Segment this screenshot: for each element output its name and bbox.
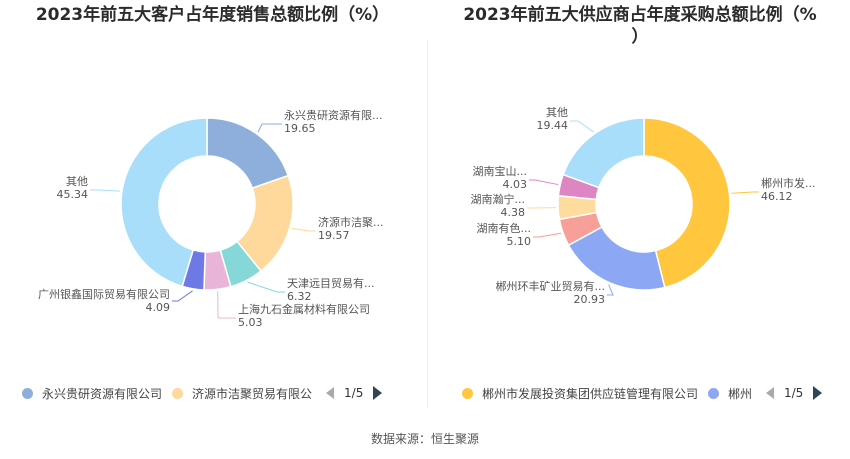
- chart-title-right: 2023年前五大供应商占年度采购总额比例（% ）: [440, 4, 840, 48]
- slice-value: 45.34: [57, 188, 89, 201]
- legend-pager: 1/5: [326, 386, 383, 400]
- legend-items: 郴州市发展投资集团供应链管理有限公司 郴州: [462, 385, 762, 402]
- chart-divider: [427, 40, 428, 408]
- chart-title-right-line2: ）: [631, 27, 649, 47]
- slice-value: 20.93: [574, 293, 606, 306]
- leader-line: [529, 179, 559, 186]
- leader-line: [90, 189, 120, 192]
- slice-value: 6.32: [287, 290, 312, 303]
- leader-line: [217, 291, 236, 319]
- legend-item[interactable]: 郴州: [708, 385, 752, 402]
- donut-slice[interactable]: [120, 117, 208, 288]
- slice-label: 湖南有色...: [477, 221, 532, 235]
- legend-label: 郴州市发展投资集团供应链管理有限公司: [482, 386, 699, 401]
- slice-label: 郴州环丰矿业贸易有...: [496, 279, 606, 293]
- legend-item[interactable]: 郴州市发展投资集团供应链管理有限公司: [462, 385, 698, 402]
- legend-pager: 1/5: [766, 386, 823, 400]
- legend-item[interactable]: 济源市洁聚贸易有限公: [172, 385, 312, 402]
- donut-chart-customers: 永兴贵研资源有限...19.65 济源市洁聚...19.57 天津远目贸易有...6…: [38, 108, 384, 329]
- donut-slice[interactable]: [562, 117, 645, 189]
- slice-value: 4.09: [146, 301, 171, 314]
- legend-items: 永兴贵研资源有限公司 济源市洁聚贸易有限公: [22, 385, 322, 402]
- slice-value: 5.03: [238, 316, 263, 329]
- slice-value: 19.65: [284, 122, 316, 135]
- slice-label: 郴州市发...: [761, 176, 816, 190]
- leader-line: [172, 290, 193, 302]
- legend-page-number: 1/5: [344, 386, 364, 400]
- donut-slice[interactable]: [643, 117, 731, 289]
- slice-label: 永兴贵研资源有限...: [284, 108, 383, 122]
- legend-marker: [708, 387, 720, 399]
- slice-value: 5.10: [507, 235, 532, 248]
- legend-label: 郴州: [728, 386, 753, 401]
- slice-label: 济源市洁聚...: [318, 215, 384, 229]
- chart-title-right-line1: 2023年前五大供应商占年度采购总额比例（%: [463, 5, 817, 25]
- prev-page-icon[interactable]: [326, 387, 335, 399]
- data-source: 数据来源：恒生聚源: [370, 432, 479, 446]
- leader-line: [607, 284, 614, 296]
- slice-value: 46.12: [761, 190, 793, 203]
- legend-suppliers: 郴州市发展投资集团供应链管理有限公司 郴州 1/5: [462, 383, 842, 403]
- next-page-icon[interactable]: [373, 386, 383, 400]
- leader-line: [570, 120, 594, 133]
- slice-label: 天津远目贸易有...: [287, 276, 375, 290]
- slice-label: 湖南宝山...: [473, 164, 528, 178]
- slice-label: 上海九石金属材料有限公司: [238, 302, 370, 316]
- slice-value: 4.03: [503, 178, 528, 191]
- legend-item[interactable]: 永兴贵研资源有限公司: [22, 385, 162, 402]
- slice-value: 4.38: [501, 206, 526, 219]
- legend-marker: [172, 387, 184, 399]
- legend-marker: [22, 387, 33, 399]
- slice-value: 19.57: [318, 229, 350, 242]
- legend-label: 永兴贵研资源有限公司: [42, 386, 163, 401]
- slice-label: 其他: [66, 175, 88, 188]
- prev-page-icon[interactable]: [766, 387, 774, 399]
- legend-label: 济源市洁聚贸易有限公: [192, 386, 313, 401]
- slice-value: 19.44: [537, 119, 569, 132]
- chart-title-left: 2023年前五大客户占年度销售总额比例（%）: [35, 5, 390, 25]
- leader-line: [291, 227, 316, 232]
- donut-slice[interactable]: [206, 117, 290, 190]
- slice-label: 广州银鑫国际贸易有限公司: [38, 287, 170, 301]
- legend-customers: 永兴贵研资源有限公司 济源市洁聚贸易有限公 1/5: [22, 383, 422, 403]
- legend-page-number: 1/5: [784, 386, 804, 400]
- slice-label: 其他: [546, 106, 568, 119]
- leader-line: [247, 281, 285, 293]
- leader-line: [731, 191, 759, 194]
- leader-line: [533, 232, 562, 238]
- legend-marker: [462, 387, 473, 399]
- donut-chart-suppliers: 郴州市发...46.12 郴州环丰矿业贸易有...20.93 湖南有色...5.10…: [471, 106, 816, 306]
- leader-line: [257, 123, 282, 133]
- next-page-icon[interactable]: [813, 386, 823, 400]
- slice-label: 湖南瀚宁...: [471, 192, 526, 206]
